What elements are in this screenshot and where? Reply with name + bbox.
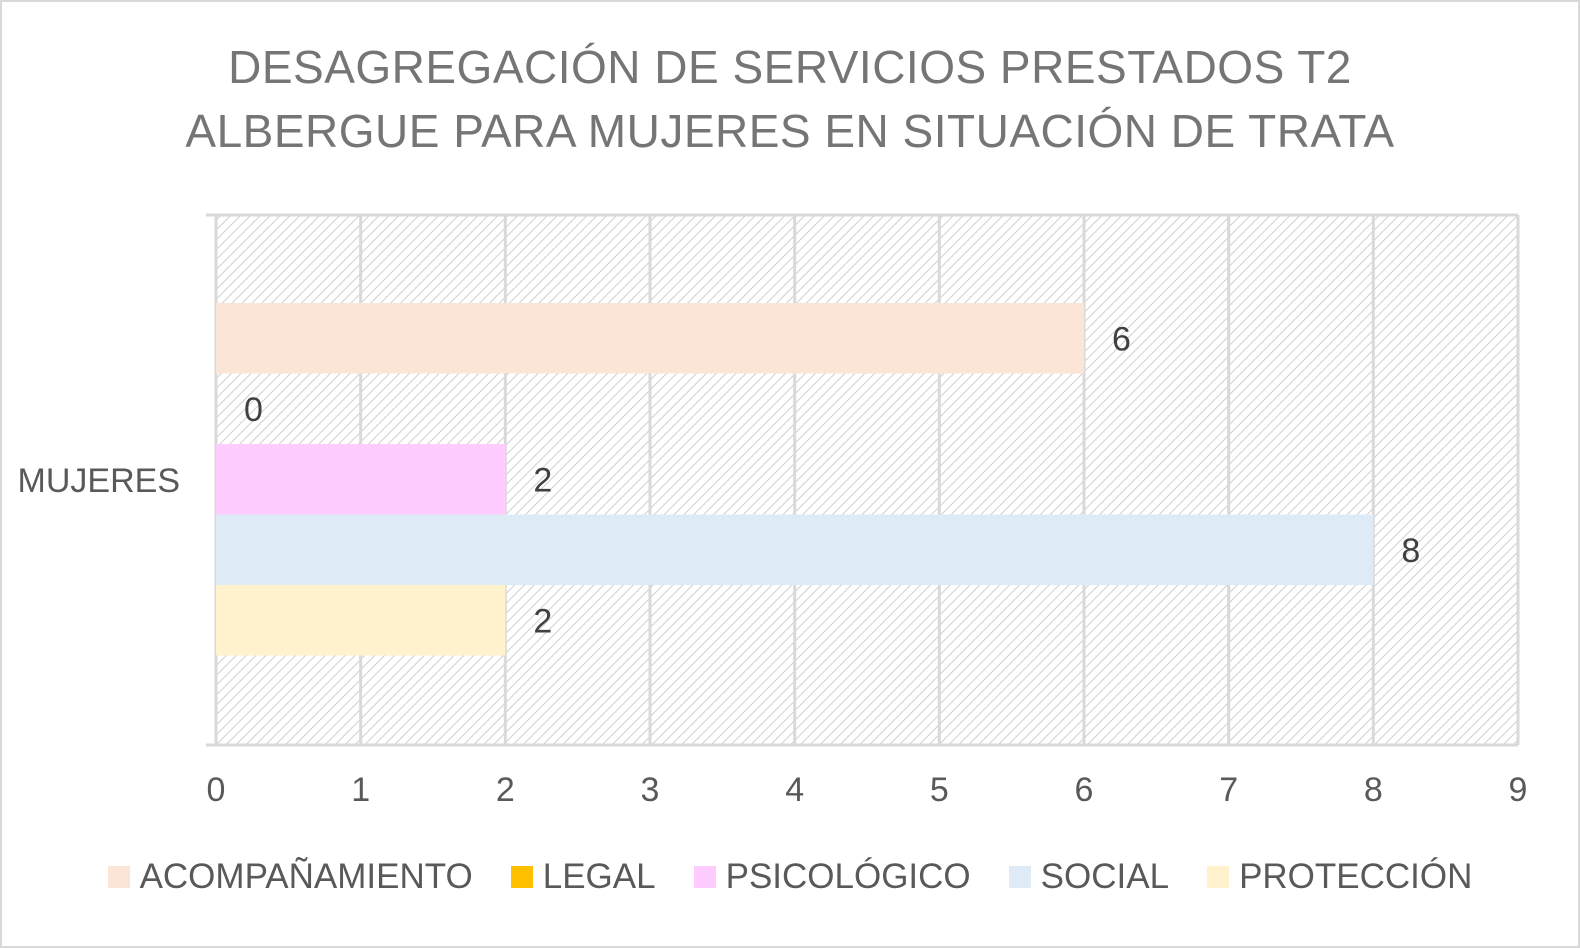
legend-label: SOCIAL — [1040, 857, 1170, 896]
x-tick-label: 2 — [496, 771, 515, 809]
bar — [216, 514, 1374, 585]
x-tick-label: 3 — [641, 771, 660, 809]
legend-swatch — [1207, 866, 1230, 888]
legend-label: PROTECCIÓN — [1239, 857, 1473, 896]
x-tick-label: 9 — [1509, 771, 1528, 809]
data-label: 8 — [1401, 532, 1420, 570]
x-tick-label: 8 — [1364, 771, 1383, 809]
legend-item: SOCIAL — [1008, 857, 1170, 897]
legend-item: ACOMPAÑAMIENTO — [107, 857, 473, 897]
y-category-label: MUJERES — [18, 462, 180, 500]
bar — [216, 585, 506, 656]
legend-label: LEGAL — [542, 857, 656, 896]
bar — [216, 444, 506, 515]
legend-item: PROTECCIÓN — [1207, 857, 1472, 897]
x-tick-label: 0 — [207, 771, 226, 809]
x-tick-label: 6 — [1075, 771, 1094, 809]
legend-item: LEGAL — [510, 857, 656, 897]
legend-label: ACOMPAÑAMIENTO — [139, 857, 473, 896]
legend-label: PSICOLÓGICO — [725, 857, 971, 896]
x-tick-label: 4 — [785, 771, 804, 809]
chart-legend: ACOMPAÑAMIENTO LEGAL PSICOLÓGICO SOCIAL PROT… — [0, 852, 1580, 902]
chart-title-line-2: ALBERGUE PARA MUJERES EN SITUACIÓN DE TR… — [185, 105, 1395, 157]
legend-swatch — [693, 866, 716, 888]
x-tick-label: 7 — [1219, 771, 1238, 809]
data-label: 2 — [533, 602, 552, 640]
data-label: 6 — [1112, 320, 1131, 358]
x-tick-label: 5 — [930, 771, 949, 809]
legend-swatch — [1008, 866, 1031, 888]
legend-swatch — [107, 866, 130, 888]
chart-title-line-1: DESAGREGACIÓN DE SERVICIOS PRESTADOS T2 — [228, 41, 1352, 93]
legend-item: PSICOLÓGICO — [693, 857, 971, 897]
bar — [216, 303, 1084, 374]
data-label: 2 — [533, 461, 552, 499]
x-tick-label: 1 — [351, 771, 370, 809]
legend-swatch — [510, 866, 533, 888]
data-label: 0 — [244, 391, 263, 429]
